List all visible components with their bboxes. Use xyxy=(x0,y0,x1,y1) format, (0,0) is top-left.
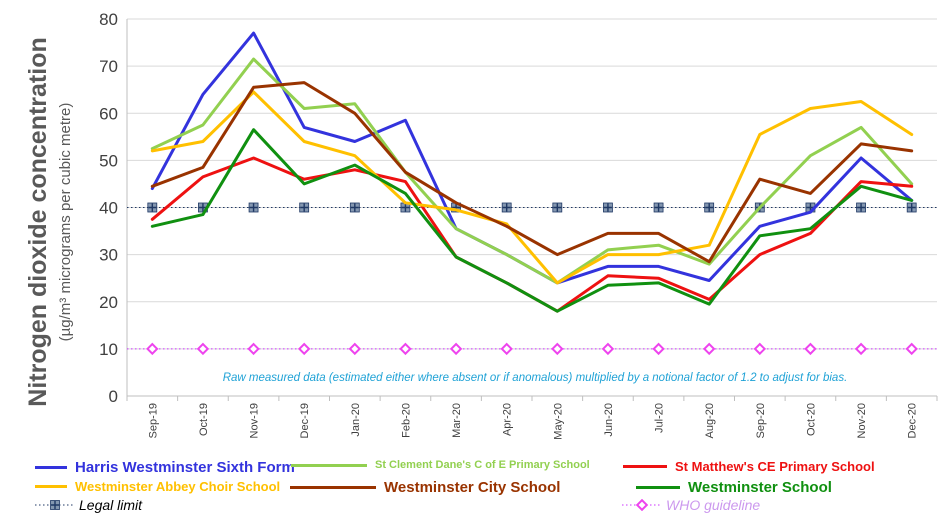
reference-marker xyxy=(348,342,362,356)
series-line xyxy=(150,156,914,313)
x-tick-label: Mar-20 xyxy=(451,403,463,438)
legend-swatch xyxy=(35,485,67,488)
reference-marker xyxy=(854,342,868,356)
reference-marker-cross xyxy=(249,203,258,212)
legend-item: St Clement Dane's C of E Primary School xyxy=(291,459,590,471)
reference-marker-cross xyxy=(654,203,663,212)
legend-label: Legal limit xyxy=(79,497,143,513)
reference-marker-cross xyxy=(705,203,714,212)
chart-annotation: Raw measured data (estimated either wher… xyxy=(223,372,848,384)
legend-item: Harris Westminster Sixth Form xyxy=(35,459,295,476)
legend-marker-cross xyxy=(51,501,59,509)
y-axis-title: Nitrogen dioxide concentration (µg/m³ mi… xyxy=(24,37,74,406)
x-tick-label: Apr-20 xyxy=(502,403,514,436)
legend-item: Westminster School xyxy=(636,479,832,496)
reference-marker xyxy=(247,342,260,356)
reference-marker xyxy=(702,342,716,356)
legend-item: Legal limit xyxy=(35,497,142,513)
reference-marker xyxy=(500,342,513,356)
y-tick-label: 40 xyxy=(99,199,118,218)
reference-marker xyxy=(551,342,564,356)
x-tick-label: Dec-19 xyxy=(299,403,311,438)
x-tick-label: Feb-20 xyxy=(400,403,412,438)
legend-item: WHO guideline xyxy=(622,497,760,513)
y-tick-label: 10 xyxy=(99,340,118,359)
reference-marker-cross xyxy=(857,203,866,212)
y-tick-label: 0 xyxy=(109,387,118,406)
reference-marker xyxy=(652,342,665,356)
legend-label: Westminster City School xyxy=(384,479,561,496)
y-tick-label: 60 xyxy=(99,104,118,123)
x-tick-label: Jun-20 xyxy=(603,403,615,437)
legend-label: Harris Westminster Sixth Form xyxy=(75,459,295,476)
reference-marker xyxy=(146,342,159,356)
legend-swatch xyxy=(35,500,75,510)
legend-item: St Matthew's CE Primary School xyxy=(623,459,875,474)
reference-marker xyxy=(399,342,412,356)
y-tick-label: 50 xyxy=(99,151,118,170)
legend-swatch xyxy=(291,463,367,467)
y-tick-label: 30 xyxy=(99,246,118,265)
reference-marker-cross xyxy=(401,203,410,212)
legend-label: St Clement Dane's C of E Primary School xyxy=(375,459,590,471)
reference-marker-cross xyxy=(553,203,562,212)
reference-marker xyxy=(905,342,918,356)
legend-swatch xyxy=(636,486,680,489)
x-tick-label: Sep-19 xyxy=(147,403,159,438)
reference-marker-cross xyxy=(502,203,511,212)
y-tick-label: 20 xyxy=(99,293,118,312)
legend-swatch xyxy=(623,465,667,468)
gridlines xyxy=(126,18,938,401)
y-tick-label: 70 xyxy=(99,57,118,76)
reference-marker-cross xyxy=(907,203,916,212)
legend-swatch xyxy=(35,466,67,469)
legend-swatch xyxy=(290,486,376,489)
series-line xyxy=(150,81,914,264)
series-lines xyxy=(150,31,914,313)
reference-marker xyxy=(196,342,210,356)
x-tick-label: Dec-20 xyxy=(907,403,919,438)
x-tick-label: Jul-20 xyxy=(654,403,666,433)
series-line xyxy=(150,57,914,285)
y-tick-labels: 0 10 20 30 40 50 60 70 80 xyxy=(99,10,118,406)
x-tick-label: Nov-20 xyxy=(856,403,868,438)
x-tick-label: Oct-19 xyxy=(198,403,210,436)
legend-item: Westminster Abbey Choir School xyxy=(35,479,280,494)
x-tick-label: Jan-20 xyxy=(350,403,362,437)
x-tick-label: Oct-20 xyxy=(805,403,817,436)
y-axis-title-main: Nitrogen dioxide concentration xyxy=(24,37,52,406)
series-line xyxy=(150,128,914,313)
reference-marker-cross xyxy=(350,203,359,212)
reference-marker xyxy=(753,342,767,356)
legend-swatch xyxy=(622,499,662,511)
reference-marker-cross xyxy=(603,203,612,212)
x-tick-label: May-20 xyxy=(552,403,564,440)
x-tick-labels: Sep-19 Oct-19 Nov-19 Dec-19 Jan-20 Feb-20 Mar-… xyxy=(147,403,918,440)
legend-item: Westminster City School xyxy=(290,479,560,496)
reference-marker-cross xyxy=(148,203,157,212)
x-tick-label: Sep-20 xyxy=(755,403,767,438)
x-tick-label: Aug-20 xyxy=(704,403,716,438)
legend-label: WHO guideline xyxy=(666,497,761,513)
y-tick-label: 80 xyxy=(99,10,118,29)
reference-marker-cross xyxy=(300,203,309,212)
reference-marker xyxy=(297,342,311,356)
legend-label: Westminster Abbey Choir School xyxy=(75,479,281,494)
reference-marker xyxy=(804,342,817,356)
reference-marker xyxy=(449,342,463,356)
reference-marker xyxy=(601,342,615,356)
x-tick-label: Nov-19 xyxy=(249,403,261,438)
legend-marker xyxy=(635,499,649,511)
legend-label: Westminster School xyxy=(688,479,832,496)
legend-label: St Matthew's CE Primary School xyxy=(675,459,875,474)
series-line xyxy=(150,90,914,285)
y-axis-title-sub: (µg/m³ micrograms per cubic metre) xyxy=(57,103,74,342)
